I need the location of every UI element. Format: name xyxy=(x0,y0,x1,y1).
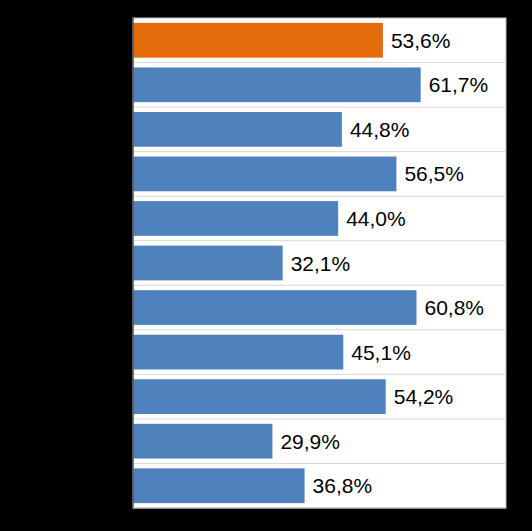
grid-line xyxy=(133,196,506,197)
plot-area xyxy=(133,18,506,508)
bar xyxy=(133,468,305,503)
background xyxy=(0,0,532,531)
chart-svg: 53,6% 61,7% 44,8% 56,5% 44,0% 32,1% 60,8% 45,1%… xyxy=(0,0,532,531)
grid-line xyxy=(133,240,506,241)
grid-line xyxy=(133,107,506,108)
data-label: 61,7% xyxy=(429,73,489,96)
bar xyxy=(133,424,272,459)
data-label: 56,5% xyxy=(404,162,464,185)
category-axis xyxy=(132,18,134,508)
bar xyxy=(133,379,386,414)
data-label: 44,8% xyxy=(350,118,410,141)
grid-line xyxy=(133,329,506,330)
grid-line xyxy=(133,374,506,375)
data-label: 45,1% xyxy=(351,341,411,364)
data-label: 53,6% xyxy=(391,29,451,52)
value-axis xyxy=(133,508,506,509)
bar xyxy=(133,246,283,281)
bar xyxy=(133,67,421,102)
data-label: 60,8% xyxy=(424,296,484,319)
bars xyxy=(133,23,421,503)
grid-line xyxy=(133,62,506,63)
grid-line xyxy=(133,151,506,152)
data-label: 36,8% xyxy=(313,474,373,497)
chart-container: 53,6% 61,7% 44,8% 56,5% 44,0% 32,1% 60,8% 45,1%… xyxy=(0,0,532,531)
grid-line xyxy=(133,463,506,464)
data-label: 54,2% xyxy=(394,385,454,408)
bar xyxy=(133,201,338,236)
bar xyxy=(133,112,342,147)
data-labels: 53,6% 61,7% 44,8% 56,5% 44,0% 32,1% 60,8% 45,1%… xyxy=(280,29,488,497)
grid-line xyxy=(133,285,506,286)
grid-line xyxy=(133,418,506,419)
bar xyxy=(133,290,416,325)
data-label: 32,1% xyxy=(291,252,351,275)
bar xyxy=(133,23,383,58)
bar xyxy=(133,335,343,370)
data-label: 44,0% xyxy=(346,207,406,230)
bar xyxy=(133,157,396,192)
data-label: 29,9% xyxy=(280,430,340,453)
